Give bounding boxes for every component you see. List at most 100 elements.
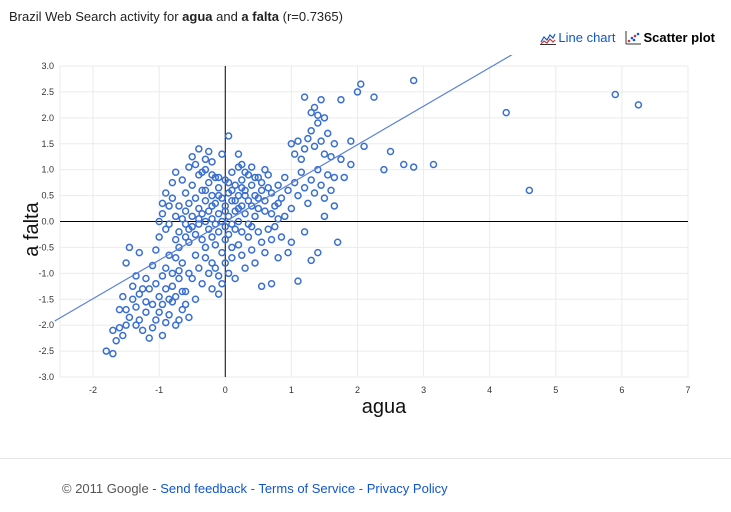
scatter-point [254,194,263,202]
scatter-point [317,181,325,189]
scatter-point [307,127,315,135]
footer-divider [0,458,731,459]
scatter-point [281,212,289,221]
scatter-point [214,272,223,280]
scatter-point [208,202,216,210]
term-b[interactable]: a falta [241,9,279,24]
scatter-point [191,230,200,239]
scatter-point [214,184,223,192]
scatter-point [525,186,534,195]
scatter-point [171,254,180,262]
scatter-point [214,173,223,182]
scatter-point [370,93,378,101]
scatter-point [195,204,203,213]
scatter-point [175,274,183,283]
scatter-point [171,168,180,177]
scatter-point [254,173,263,182]
scatter-point [198,186,206,195]
scatter-point [191,160,200,169]
scatter-point [125,313,134,322]
scatter-point [257,178,266,187]
scatter-point [195,220,203,228]
scatter-point [264,225,272,234]
scatter-point [145,285,153,293]
scatter-point [317,95,325,104]
term-a[interactable]: agua [182,9,213,24]
scatter-point [204,178,213,187]
scatter-point [228,254,236,262]
scatter-point [122,259,130,267]
scatter-point [247,202,256,210]
scatter-point [247,163,256,171]
footer: © 2011 Google - Send feedback - Terms of… [62,481,448,496]
scatter-point [125,243,134,252]
scatter-plot-label: Scatter plot [643,30,715,45]
scatter-point [238,251,246,259]
line-chart-link[interactable]: Line chart [540,30,615,45]
scatter-point [228,220,236,228]
scatter-point [228,197,236,205]
privacy-policy-link[interactable]: Privacy Policy [366,481,448,496]
scatter-point [218,279,226,288]
scatter-point [228,186,236,195]
scatter-point [257,186,266,195]
scatter-point [337,95,345,104]
correlation: (r=0.7365) [279,9,343,24]
x-tick-label: 1 [289,385,294,395]
scatter-point [330,140,339,148]
scatter-point [241,191,249,200]
scatter-point [307,256,315,265]
scatter-plot-icon [625,30,642,44]
scatter-point [115,324,124,332]
scatter-point [310,189,319,197]
scatter-point [274,199,282,208]
scatter-point [204,147,213,156]
scatter-point [224,230,233,239]
scatter-point [228,243,236,252]
scatter-point [162,225,170,234]
scatter-point [238,160,246,169]
scatter-point [211,241,220,249]
terms-of-service-link[interactable]: Terms of Service [258,481,356,496]
scatter-point [204,269,213,278]
scatter-point [119,331,127,340]
scatter-point [386,147,395,156]
scatter-point [201,243,210,252]
scatter-point [399,160,408,169]
scatter-point [181,287,190,296]
scatter-point [300,184,309,192]
scatter-point [155,292,163,301]
x-tick-label: -1 [155,385,163,395]
scatter-point [261,207,269,215]
scatter-point [238,228,246,236]
scatter-point [254,204,263,213]
send-feedback-link[interactable]: Send feedback [160,481,247,496]
scatter-point [247,246,256,254]
scatter-chart: -2 -1 0 1 2 3 4 5 6 7 -3.0 -2.5 -2.0 -1.5 -1.0 -0.5 0.0 0… [21,55,691,418]
scatter-point [208,285,216,293]
scatter-point [201,197,210,205]
scatter-point [274,215,282,223]
scatter-point [274,254,282,262]
x-tick-label: 7 [685,385,690,395]
scatter-point [409,76,418,85]
scatter-point [300,145,309,153]
scatter-point [314,111,322,119]
x-tick-label: -2 [89,385,97,395]
scatter-point [171,235,180,244]
y-tick-label: -2.5 [38,346,54,356]
data-points [102,76,643,358]
scatter-point [214,191,223,200]
scatter-point [234,150,243,158]
scatter-plot-link[interactable]: Scatter plot [625,30,715,45]
scatter-point [333,238,342,246]
scatter-point [175,316,183,324]
scatter-point [165,251,173,259]
scatter-point [307,176,315,184]
scatter-point [162,318,170,327]
scatter-point [257,282,266,291]
scatter-point [320,150,329,158]
scatter-point [357,80,365,88]
scatter-point [171,212,180,221]
scatter-point [158,209,167,218]
